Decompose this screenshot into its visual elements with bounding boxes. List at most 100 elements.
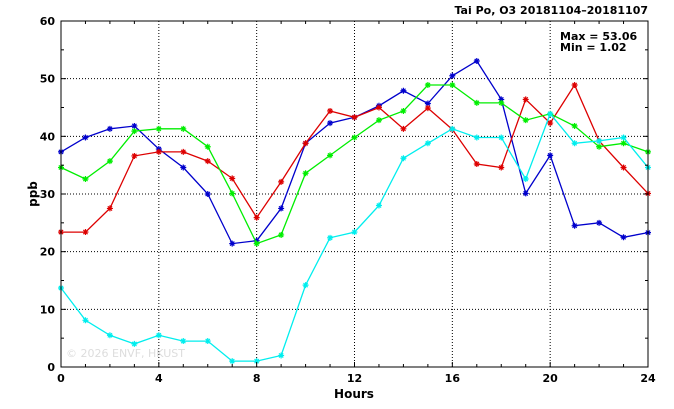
data-point [522,96,529,103]
data-point [302,140,309,147]
data-point [547,120,554,127]
data-point [400,107,407,114]
series-2 [58,82,651,236]
data-point [449,125,456,132]
data-point [180,125,187,132]
data-point [498,134,505,141]
data-point [620,134,627,141]
y-tick-label: 0 [47,361,55,374]
data-point [82,176,89,183]
data-point [375,202,382,209]
axis-ticks: 0 4 8 12 16 20 24 0 10 20 30 40 50 60 [40,15,656,385]
data-point [229,240,236,247]
data-point [424,140,431,147]
data-point [106,158,113,165]
data-point [498,164,505,171]
data-point [473,134,480,141]
data-point [473,161,480,168]
x-tick-label: 16 [445,372,461,385]
data-point [351,134,358,141]
data-point [596,219,603,226]
data-point [131,152,138,159]
data-point [155,148,162,155]
data-point [547,110,554,117]
data-point [278,178,285,185]
data-point [82,229,89,236]
data-point [375,104,382,111]
data-point [253,214,260,221]
y-tick-label: 60 [40,15,56,28]
data-point [278,231,285,238]
data-point [571,82,578,89]
data-point [547,152,554,159]
data-point [424,82,431,89]
data-point [180,164,187,171]
data-point [278,352,285,359]
data-point [498,96,505,103]
data-point [106,205,113,212]
data-point [204,191,211,197]
x-tick-label: 12 [347,372,362,385]
data-point [400,125,407,132]
data-point [522,176,529,183]
data-point [106,125,113,132]
grid-lines [61,21,648,367]
data-point [596,143,603,150]
data-point [327,234,334,241]
data-point [155,125,162,132]
data-point [571,122,578,129]
data-point [253,240,260,247]
data-point [424,105,431,112]
data-point [106,332,113,339]
data-point [400,155,407,162]
data-point [180,148,187,155]
data-point [180,338,187,345]
y-tick-label: 30 [40,188,56,201]
x-tick-label: 24 [640,372,656,385]
series-3 [58,82,651,247]
y-axis-title: ppb [26,181,40,207]
x-tick-label: 8 [253,372,261,385]
data-point [522,117,529,124]
data-point [571,222,578,229]
data-point [302,170,309,177]
data-point [204,143,211,150]
x-axis-title: Hours [334,387,374,401]
data-point [620,234,627,241]
y-tick-label: 10 [40,303,56,316]
data-point [131,122,138,129]
data-point [131,128,138,135]
watermark: © 2026 ENVF, HKUST [66,347,185,360]
min-label: Min = 1.02 [560,41,627,54]
data-point [229,190,236,197]
data-point [155,332,162,339]
data-point [473,99,480,106]
y-tick-label: 40 [40,130,56,143]
x-tick-label: 20 [543,372,559,385]
x-tick-label: 0 [57,372,65,385]
data-point [351,114,358,121]
data-point [473,58,480,65]
data-point [449,82,456,89]
data-point [449,72,456,79]
data-point [327,120,334,127]
data-point [400,87,407,94]
data-point [204,338,211,345]
data-point [351,229,358,236]
data-point [82,134,89,141]
max-label: Max = 53.06 [560,30,637,43]
data-point [620,140,627,147]
data-point [253,358,260,365]
data-point [204,158,211,165]
data-point [229,358,236,365]
data-point [498,99,505,106]
data-point [229,175,236,182]
data-point [327,107,334,114]
data-point [302,282,309,289]
data-point [82,317,89,324]
data-point [424,100,431,107]
series-1 [58,58,651,247]
y-tick-label: 20 [40,246,56,259]
data-point [327,152,334,159]
